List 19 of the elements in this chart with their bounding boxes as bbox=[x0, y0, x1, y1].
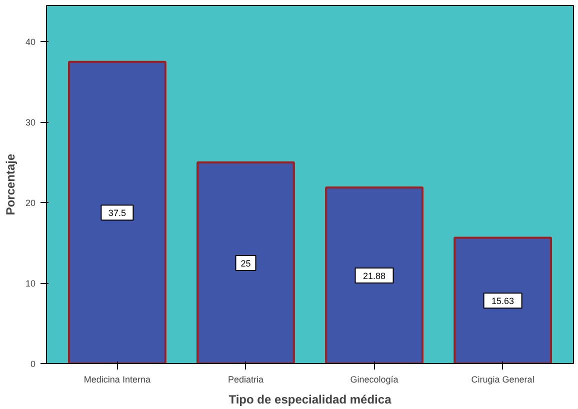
bar bbox=[196, 161, 295, 364]
bar bbox=[454, 236, 552, 364]
x-tick-label: Cirugia General bbox=[471, 374, 534, 384]
y-tick-label: 30 bbox=[25, 118, 36, 128]
bar bbox=[68, 60, 166, 364]
y-tick-label: 0 bbox=[30, 359, 36, 369]
y-tick-label: 20 bbox=[25, 198, 36, 208]
data-label: 25 bbox=[240, 258, 251, 268]
bar bbox=[325, 186, 424, 364]
x-tick-label: Ginecología bbox=[350, 374, 398, 384]
y-axis-title: Porcentaje bbox=[3, 153, 18, 216]
data-label: 37.5 bbox=[108, 208, 126, 218]
x-tick-label: Medicina Interna bbox=[84, 374, 150, 384]
x-axis-title: Tipo de especialidad médica bbox=[228, 392, 392, 406]
y-tick-label: 40 bbox=[25, 37, 36, 48]
data-label: 21.88 bbox=[363, 270, 386, 281]
x-tick-label: Pediatria bbox=[228, 374, 264, 384]
data-label: 15.63 bbox=[492, 296, 514, 306]
y-tick-label: 10 bbox=[25, 278, 36, 289]
